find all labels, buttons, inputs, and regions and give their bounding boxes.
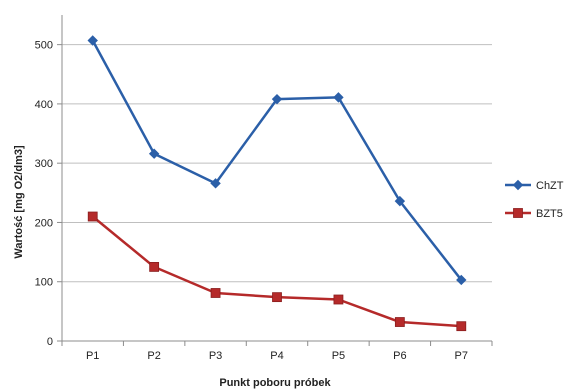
x-tick-label: P1 [86,350,99,362]
data-point [456,274,467,286]
series-chzt [87,35,467,286]
y-tick-label: 0 [47,336,53,348]
series-lines [87,35,467,332]
data-point [87,211,98,222]
y-tick-label: 300 [35,158,53,170]
series-bzt5 [87,211,467,332]
series-line [91,39,463,281]
data-point [456,321,467,332]
data-point [87,35,98,46]
legend: ChZT BZT5 [505,179,564,220]
y-axis-label: Wartość [mg O2/dm3] [13,145,25,259]
y-tick-label: 500 [35,40,53,52]
legend-label: BZT5 [536,208,563,220]
data-point [210,178,221,189]
x-tick-label: P7 [455,350,468,362]
legend-marker [512,179,524,191]
x-tick-label: P3 [209,350,222,362]
x-tick-labels: P1 P2 P3 P4 P5 P6 P7 [86,350,468,362]
data-point [149,262,160,272]
data-point [148,148,160,159]
data-point [394,317,405,327]
x-tick-label: P4 [270,350,283,362]
series-line [91,215,462,328]
data-point [271,93,283,105]
data-point [394,195,406,207]
legend-label: ChZT [536,180,564,192]
x-tick-label: P6 [393,350,406,362]
x-tick-label: P2 [147,350,160,362]
legend-item: BZT5 [505,208,563,220]
x-axis-label: Punkt poboru próbek [219,377,331,389]
gridlines [62,44,492,283]
y-tick-label: 100 [35,277,53,289]
legend-item: ChZT [505,179,564,192]
data-point [333,92,344,103]
y-tick-label: 200 [35,217,53,229]
data-point [272,292,282,303]
y-tick-labels: 0 100 200 300 400 500 [35,40,53,348]
legend-marker [513,208,523,218]
axes [57,15,493,346]
y-tick-label: 400 [35,99,53,111]
data-point [333,294,344,305]
data-point [210,288,221,298]
x-tick-label: P5 [332,350,345,362]
